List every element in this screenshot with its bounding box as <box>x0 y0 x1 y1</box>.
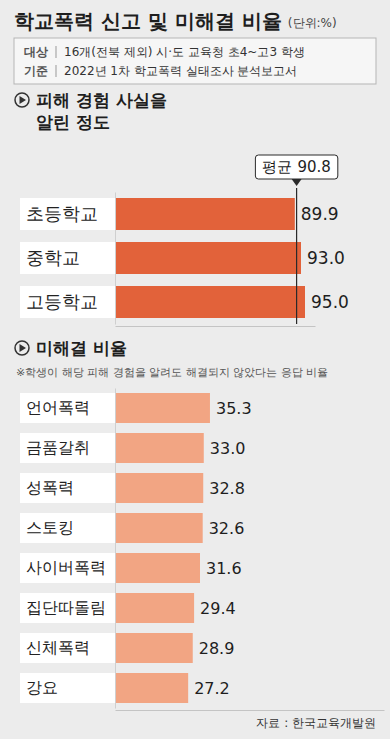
y-tick-label: 금품갈취 <box>26 438 90 457</box>
bar <box>115 633 193 663</box>
bar <box>115 473 203 503</box>
bar <box>115 513 203 543</box>
reference-line <box>296 188 297 324</box>
heading-icon-arrow <box>20 96 27 104</box>
label-box <box>20 473 115 503</box>
label-box <box>20 286 115 318</box>
info-separator <box>56 46 57 58</box>
y-tick: 고등학교 <box>26 291 115 312</box>
info-label: 기준 <box>24 64 48 78</box>
data-label: 29.4 <box>200 599 236 618</box>
y-tick: 신체폭력 <box>26 638 115 657</box>
label-box <box>20 513 115 543</box>
y-tick-label: 성폭력 <box>26 478 74 497</box>
panel-title: 미해결 비율 <box>36 338 127 358</box>
title-line: 미해결 비율 <box>36 338 127 358</box>
info-separator <box>56 65 57 77</box>
y-tick-label: 스토킹 <box>26 518 74 537</box>
title-line: 알린 정도 <box>36 112 110 132</box>
y-tick: 스토킹 <box>26 518 115 537</box>
info-text: 2022년 1차 학교폭력 실태조사 분석보고서 <box>64 64 297 78</box>
heading-icon-arrow <box>20 344 27 352</box>
y-axis: 언어폭력금품갈취성폭력스토킹사이버폭력집단따돌림신체폭력강요 <box>26 389 116 709</box>
heading-icon <box>15 93 29 107</box>
y-tick-label: 고등학교 <box>26 291 98 312</box>
y-axis-line <box>115 389 116 709</box>
reference-label: 평균 90.8 <box>262 158 330 176</box>
chart-root: 학교폭력 신고 및 미해결 비율 (단위:%) 대상 16개(전북 제외) 시·도 교… <box>0 0 390 739</box>
label-box <box>20 553 115 583</box>
title: 학교폭력 신고 및 미해결 비율 <box>14 9 282 33</box>
y-tick: 중학교 <box>26 247 115 268</box>
background <box>0 0 390 739</box>
panel-title: 피해 경험 사실을알린 정도 <box>36 90 167 132</box>
data-labels: 89.9 93.0 95.0 <box>301 204 349 312</box>
bar <box>115 433 204 463</box>
data-label: 31.6 <box>206 559 242 578</box>
y-tick: 언어폭력 <box>26 398 115 417</box>
y-tick-label: 강요 <box>26 678 58 697</box>
y-tick: 성폭력 <box>26 478 115 497</box>
note: ※학생이 해당 피해 경험을 알려도 해결되지 않았다는 응답 비율 <box>16 366 328 379</box>
plot-area <box>115 188 305 324</box>
label-box <box>20 433 115 463</box>
data-label: 89.9 <box>301 204 339 224</box>
heading-icon <box>15 341 29 355</box>
source: 자료 : 한국교육개발원 <box>256 716 376 730</box>
data-labels: 35.3 33.0 32.8 32.6 31.6 29.4 28.9 27.2 <box>194 399 251 698</box>
info-text: 16개(전북 제외) 시·도 교육청 초4~고3 학생 <box>64 45 305 59</box>
unit: (단위:%) <box>288 16 337 30</box>
x-axis <box>116 710 385 711</box>
y-axis: 초등학교중학교고등학교 <box>26 193 116 325</box>
data-label: 33.0 <box>210 439 246 458</box>
label-box <box>20 198 115 230</box>
label-box <box>20 633 115 663</box>
plot-area <box>115 393 210 703</box>
y-tick: 사이버폭력 <box>26 558 115 577</box>
y-tick-label: 초등학교 <box>26 203 98 224</box>
reference-label-name: 평균 <box>262 158 292 176</box>
data-label: 35.3 <box>216 399 252 418</box>
y-tick-label: 언어폭력 <box>26 398 90 417</box>
y-tick: 집단따돌림 <box>26 598 115 617</box>
y-tick: 초등학교 <box>26 203 115 224</box>
bar <box>115 286 305 318</box>
bar <box>115 553 200 583</box>
data-label: 27.2 <box>194 679 230 698</box>
reference-marker <box>292 179 302 186</box>
bar <box>115 673 188 703</box>
x-axis-line <box>116 710 385 711</box>
info-label: 대상 <box>24 45 48 59</box>
data-label: 95.0 <box>311 292 349 312</box>
info-box <box>14 38 376 84</box>
label-box <box>20 593 115 623</box>
data-label: 32.6 <box>209 519 245 538</box>
reference-label-value: 90.8 <box>297 158 330 176</box>
y-tick-label: 신체폭력 <box>26 638 90 657</box>
label-box <box>20 242 115 274</box>
bar <box>115 242 301 274</box>
y-tick: 강요 <box>26 678 115 697</box>
bar <box>115 593 194 623</box>
y-axis-line <box>115 193 116 325</box>
x-axis-line <box>116 326 316 327</box>
data-label: 28.9 <box>199 639 235 658</box>
reference-box <box>255 155 337 179</box>
label-box <box>20 673 115 703</box>
data-label: 93.0 <box>307 248 345 268</box>
y-tick: 금품갈취 <box>26 438 115 457</box>
y-tick-label: 집단따돌림 <box>26 598 106 617</box>
title-line: 피해 경험 사실을 <box>36 90 167 110</box>
y-tick-label: 중학교 <box>26 247 80 268</box>
data-label: 32.8 <box>209 479 245 498</box>
y-tick-label: 사이버폭력 <box>26 558 106 577</box>
x-axis <box>116 326 316 327</box>
bar <box>115 393 210 423</box>
label-box <box>20 393 115 423</box>
bar <box>115 198 295 230</box>
